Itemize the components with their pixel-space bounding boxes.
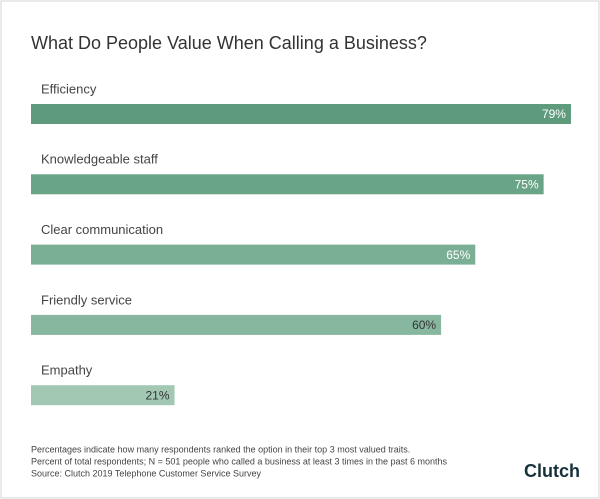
bar (31, 385, 175, 406)
category-label: Empathy (41, 363, 93, 378)
category-label: Friendly service (41, 292, 132, 307)
value-label: 21% (146, 388, 170, 402)
value-label: 60% (412, 318, 436, 332)
brand-logo: Clutch (524, 461, 580, 481)
category-label: Efficiency (41, 81, 97, 96)
bar (31, 104, 571, 124)
bar (31, 314, 442, 335)
footnote: Percent of total respondents; N = 501 pe… (31, 456, 447, 466)
value-label: 79% (542, 107, 566, 121)
chart-title: What Do People Value When Calling a Busi… (31, 33, 427, 53)
value-label: 65% (446, 248, 470, 262)
bar (31, 174, 544, 195)
footnote: Percentages indicate how many respondent… (31, 444, 410, 454)
category-label: Knowledgeable staff (41, 152, 158, 167)
value-label: 75% (515, 177, 539, 191)
category-label: Clear communication (41, 222, 163, 237)
bar (31, 244, 476, 265)
footnote: Source: Clutch 2019 Telephone Customer S… (31, 468, 261, 478)
